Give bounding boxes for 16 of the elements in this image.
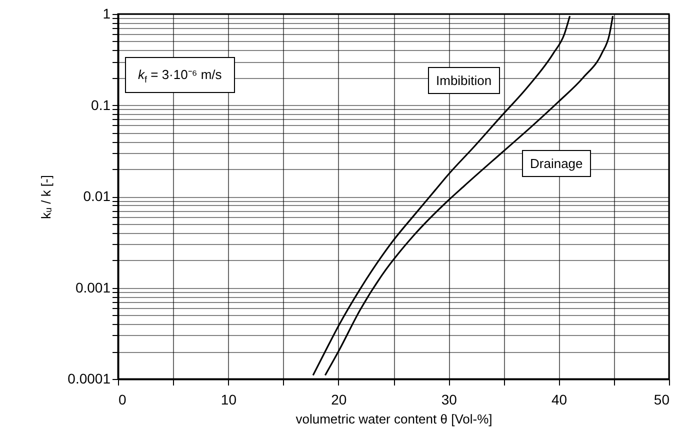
x-tick-label: 40: [552, 392, 568, 408]
x-tick-label: 50: [654, 392, 670, 408]
y-tick-label: 0.001: [75, 279, 111, 296]
y-axis-title: kᵤ / k [-]: [38, 175, 54, 219]
x-axis-title: volumetric water content θ [Vol-%]: [296, 412, 492, 426]
x-tick-label: 20: [331, 392, 347, 408]
annotation: k$_{f}$ = 3·10⁻⁶ m/s: [125, 57, 235, 93]
x-tick-label: 0: [118, 392, 126, 408]
y-tick-label: 1: [102, 6, 111, 22]
series-label: Drainage: [522, 150, 591, 177]
x-tick-label: 30: [441, 392, 458, 408]
y-tick-label: 0.01: [83, 188, 111, 204]
x-tick-label: 10: [220, 392, 237, 408]
y-tick-label: 0.0001: [68, 370, 111, 386]
text: Imbibition: [428, 67, 500, 94]
y-tick-label: 0.1: [91, 96, 111, 113]
